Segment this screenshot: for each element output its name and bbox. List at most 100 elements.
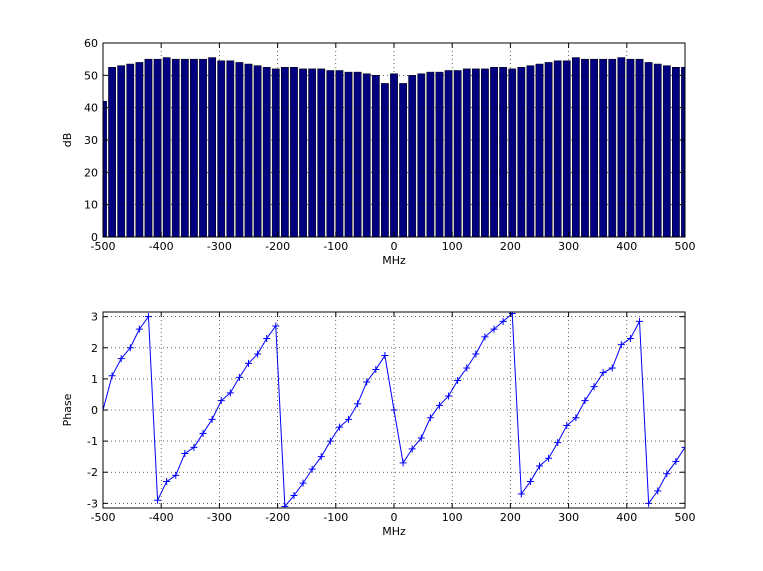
marker <box>354 400 362 408</box>
x-tick-label: 400 <box>616 511 637 524</box>
marker <box>117 355 125 363</box>
marker <box>435 401 443 409</box>
marker <box>226 389 234 397</box>
x-tick-label: 0 <box>391 240 398 253</box>
marker <box>617 341 625 349</box>
x-tick-label: 200 <box>500 511 521 524</box>
bar <box>353 71 362 237</box>
bar <box>462 68 471 237</box>
marker <box>144 313 152 321</box>
plot-area <box>103 312 685 508</box>
marker <box>654 487 662 495</box>
bar <box>453 70 462 237</box>
bar <box>253 65 262 237</box>
bar <box>162 57 171 237</box>
marker <box>490 325 498 333</box>
y-tick-label: 0 <box>91 231 98 244</box>
marker <box>235 373 243 381</box>
marker <box>590 383 598 391</box>
marker <box>563 422 571 430</box>
y-axis-label: Phase <box>61 393 74 426</box>
marker <box>199 429 207 437</box>
bar <box>435 71 444 237</box>
marker <box>681 443 685 451</box>
marker <box>517 490 525 498</box>
bar <box>199 58 207 237</box>
bar <box>499 67 508 237</box>
bar <box>571 57 580 237</box>
bar <box>444 70 453 237</box>
bar <box>362 73 371 237</box>
bar <box>417 73 426 237</box>
x-tick-label: -400 <box>149 240 174 253</box>
bar <box>290 67 298 237</box>
marker <box>154 496 162 504</box>
marker <box>245 359 252 367</box>
bar <box>408 75 417 237</box>
marker <box>454 376 462 384</box>
marker <box>426 414 434 422</box>
marker <box>263 334 271 342</box>
bar <box>653 63 662 237</box>
marker <box>572 414 580 422</box>
marker <box>108 372 116 380</box>
bar <box>208 57 217 237</box>
bar <box>526 65 535 237</box>
x-tick-label: 100 <box>442 511 463 524</box>
marker <box>672 457 680 465</box>
marker <box>190 443 198 451</box>
bar <box>326 70 335 237</box>
marker <box>290 492 298 500</box>
marker <box>335 423 343 431</box>
marker <box>308 465 316 473</box>
bar <box>626 58 635 237</box>
marker <box>599 369 607 377</box>
bar <box>426 71 435 237</box>
marker <box>508 312 516 318</box>
x-tick-label: -300 <box>207 511 232 524</box>
bar <box>371 75 380 237</box>
bar <box>481 68 489 237</box>
axes: -500 -400 -300 -200 -100 0 100 200 300 400 500 0 10 2… <box>61 37 696 267</box>
marker <box>526 478 534 486</box>
bar <box>635 58 644 237</box>
y-tick-label: 50 <box>84 69 98 82</box>
marker <box>317 453 325 461</box>
marker <box>472 350 480 358</box>
bar <box>217 60 226 237</box>
axes: -500 -400 -300 -200 -100 0 100 200 300 400 500 -3 -2… <box>61 311 696 538</box>
marker <box>217 397 225 405</box>
bar <box>335 70 344 237</box>
x-tick-label: 300 <box>558 240 579 253</box>
bar <box>280 67 289 237</box>
marker <box>581 397 589 405</box>
x-tick-label: 500 <box>675 511 696 524</box>
marker <box>445 392 453 400</box>
marker <box>363 378 371 386</box>
bar <box>344 71 353 237</box>
bar <box>244 63 253 237</box>
bar <box>608 58 617 237</box>
bar <box>317 68 326 237</box>
bar <box>153 58 162 237</box>
marker <box>545 454 553 462</box>
y-tick-label: -1 <box>87 435 98 448</box>
marker <box>626 334 634 342</box>
marker <box>345 415 353 423</box>
x-tick-label: 200 <box>500 240 521 253</box>
y-tick-label: 3 <box>91 311 98 324</box>
bar <box>381 83 389 237</box>
x-tick-label: -500 <box>91 511 116 524</box>
bar <box>262 67 271 237</box>
marker <box>481 333 489 341</box>
bar <box>599 58 608 237</box>
x-axis-label: MHz <box>382 525 406 538</box>
y-tick-label: -2 <box>87 466 98 479</box>
marker <box>417 434 425 442</box>
y-tick-label: 40 <box>84 102 98 115</box>
x-tick-label: 0 <box>391 511 398 524</box>
marker <box>636 317 644 325</box>
bar <box>171 58 180 237</box>
marker <box>254 350 262 358</box>
